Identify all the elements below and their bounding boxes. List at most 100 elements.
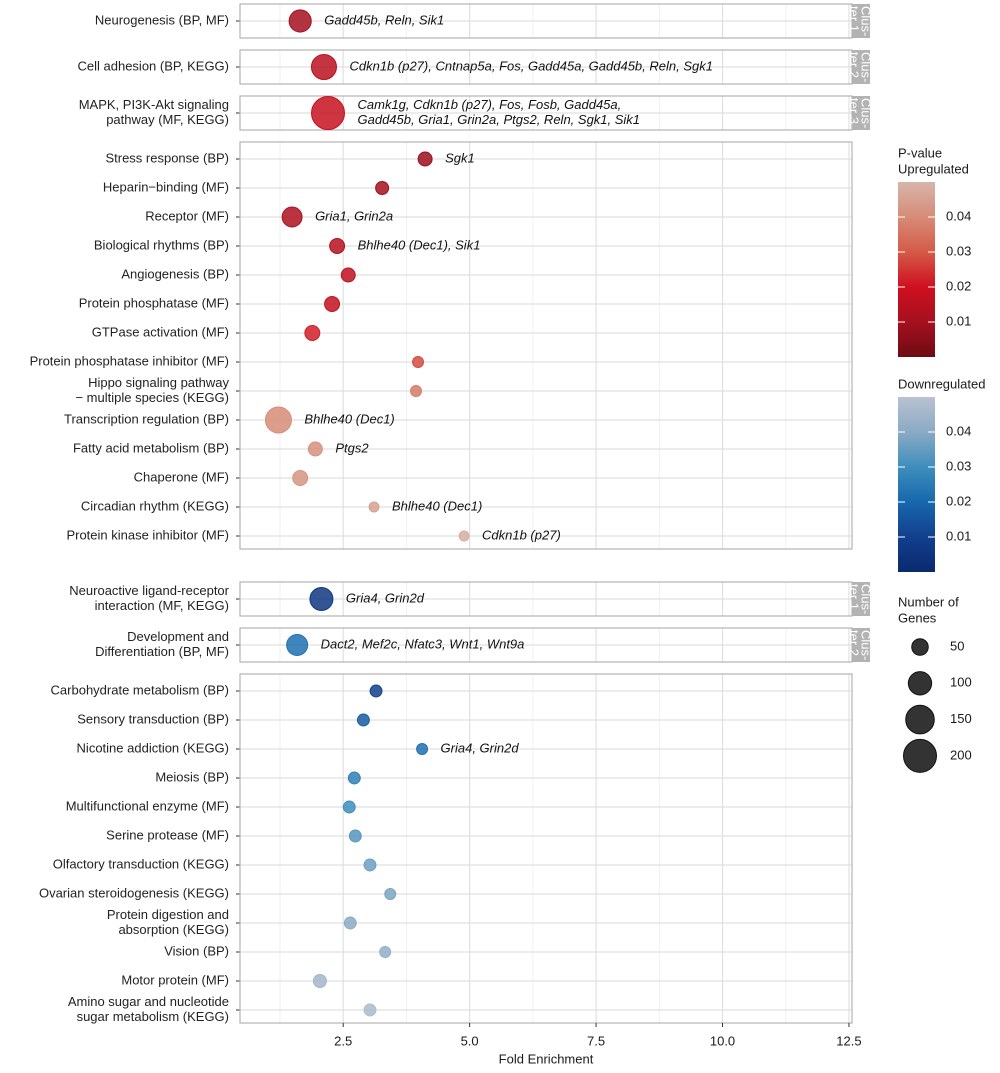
y-tick-label: Stress response (BP): [105, 150, 229, 165]
dot: [356, 713, 370, 727]
gene-label: Gadd45b, Reln, Sik1: [324, 12, 444, 27]
facet-strip-label: ter 1: [847, 584, 862, 610]
y-tick-label: sugar metabolism (KEGG): [77, 1009, 229, 1024]
gene-label: Bhlhe40 (Dec1): [392, 498, 482, 513]
y-tick-label: Protein phosphatase (MF): [79, 295, 229, 310]
size-legend-dot: [911, 638, 929, 656]
dot: [417, 151, 433, 167]
facet-strip: [852, 628, 870, 662]
size-legend-dot: [907, 671, 933, 696]
gene-label: Dact2, Mef2c, Nfatc3, Wnt1, Wnt9a: [321, 636, 525, 651]
y-tick-label: pathway (MF, KEGG): [106, 112, 229, 127]
panel-border: [239, 141, 853, 550]
y-tick-label: Protein kinase inhibitor (MF): [66, 527, 229, 542]
y-tick-label: Chaperone (MF): [134, 469, 229, 484]
size-legend-title: Number of: [898, 594, 959, 609]
y-tick-label: Heparin−binding (MF): [103, 179, 229, 194]
y-tick-label: Olfactory transduction (KEGG): [53, 856, 229, 871]
dot: [281, 206, 303, 228]
dot: [342, 800, 356, 814]
size-legend-title: Genes: [898, 610, 937, 625]
color-legend-title: P-value: [898, 145, 942, 160]
y-tick-label: Fatty acid metabolism (BP): [73, 440, 229, 455]
dot: [340, 267, 356, 283]
dot: [384, 888, 397, 900]
facet-strip-label: ter 3: [847, 98, 862, 124]
dot: [343, 916, 357, 930]
color-bar-label: 0.03: [946, 458, 971, 473]
color-bar: [898, 397, 935, 572]
color-bar-label: 0.02: [946, 493, 971, 508]
size-legend-label: 150: [950, 711, 972, 726]
dot: [286, 633, 309, 657]
y-tick-label: Serine protease (MF): [106, 827, 229, 842]
gene-label: Gria4, Grin2d: [441, 740, 520, 755]
y-tick-label: Circadian rhythm (KEGG): [81, 498, 229, 513]
x-tick-label: 2.5: [334, 1033, 352, 1048]
dot: [307, 441, 323, 457]
size-legend-dot: [902, 738, 938, 773]
x-tick-label: 10.0: [710, 1033, 735, 1048]
facet-strip-label: ter 2: [847, 630, 862, 656]
facet-strip-label: Clus-: [859, 6, 874, 36]
dot: [410, 385, 422, 397]
color-bar-label: 0.03: [946, 243, 971, 258]
panel-border: [239, 673, 853, 1024]
y-tick-label: Multifunctional enzyme (MF): [66, 798, 229, 813]
panel-background: [240, 674, 852, 1023]
gene-label: Gria4, Grin2d: [346, 590, 425, 605]
facet-strip: [852, 96, 870, 130]
color-bar-label: 0.04: [946, 423, 971, 438]
size-legend-label: 200: [950, 747, 972, 762]
y-tick-label: interaction (MF, KEGG): [95, 598, 229, 613]
dot: [324, 296, 341, 312]
dot: [347, 771, 361, 785]
y-tick-label: − multiple species (KEGG): [75, 390, 229, 405]
dot: [368, 501, 380, 513]
y-tick-label: GTPase activation (MF): [92, 324, 229, 339]
gene-label: Ptgs2: [335, 440, 369, 455]
facet-strip-label: Clus-: [859, 630, 874, 660]
y-tick-label: Motor protein (MF): [121, 972, 229, 987]
dot: [288, 9, 312, 33]
dot: [379, 946, 392, 958]
gene-label: Bhlhe40 (Dec1): [304, 411, 394, 426]
dot: [312, 974, 327, 988]
gene-label: Sgk1: [445, 150, 475, 165]
size-legend-dot: [905, 704, 935, 735]
gene-label: Bhlhe40 (Dec1), Sik1: [358, 237, 481, 252]
facet-strip-label: Clus-: [859, 584, 874, 614]
dot: [310, 53, 337, 81]
dot: [363, 858, 377, 872]
facet-strip-label: ter 2: [847, 52, 862, 78]
y-tick-label: Meiosis (BP): [155, 769, 229, 784]
y-tick-label: Development and: [127, 629, 229, 644]
facet-strip: [852, 582, 870, 616]
facet-strip-label: Clus-: [859, 98, 874, 128]
dot: [416, 743, 429, 755]
y-tick-label: Amino sugar and nucleotide: [68, 994, 229, 1009]
dot: [375, 181, 390, 195]
facet-strip: [852, 4, 870, 38]
y-tick-label: Cell adhesion (BP, KEGG): [78, 58, 230, 73]
y-tick-label: MAPK, PI3K-Akt signaling: [79, 97, 229, 112]
y-tick-label: absorption (KEGG): [118, 922, 229, 937]
facet-strip-label: ter 1: [847, 6, 862, 32]
gene-label: Gadd45b, Gria1, Grin2a, Ptgs2, Reln, Sgk…: [358, 112, 641, 127]
size-legend-label: 100: [950, 675, 972, 690]
color-bar-label: 0.01: [946, 528, 971, 543]
x-tick-label: 5.0: [461, 1033, 479, 1048]
y-tick-label: Protein phosphatase inhibitor (MF): [30, 353, 229, 368]
y-tick-label: Hippo signaling pathway: [88, 375, 229, 390]
color-legend-subtitle: Upregulated: [898, 161, 969, 176]
y-tick-label: Sensory transduction (BP): [77, 711, 229, 726]
x-axis-title: Fold Enrichment: [499, 1051, 594, 1066]
y-tick-label: Transcription regulation (BP): [64, 411, 229, 426]
dot: [264, 406, 292, 434]
dot: [304, 325, 321, 341]
gene-label: Cdkn1b (p27): [482, 527, 561, 542]
dot: [311, 95, 346, 131]
y-tick-label: Differentiation (BP, MF): [95, 644, 229, 659]
y-tick-label: Receptor (MF): [145, 208, 229, 223]
